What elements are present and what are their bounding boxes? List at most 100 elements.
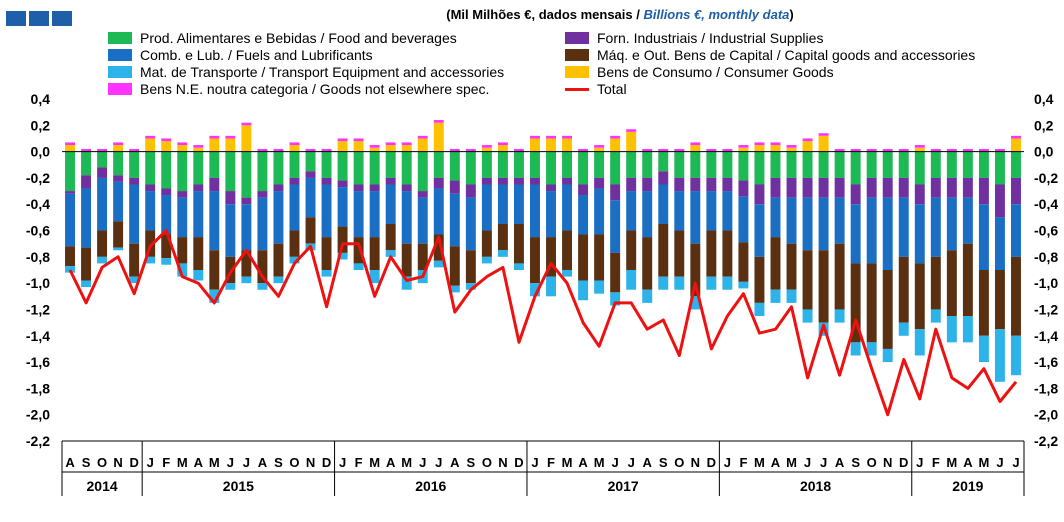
- bar-ne: [145, 135, 156, 139]
- x-tick-label: D: [129, 455, 138, 470]
- bar-capital: [642, 237, 653, 290]
- bar-fuels: [978, 204, 989, 270]
- bar-fuels: [225, 204, 236, 257]
- bar-fuels: [626, 191, 637, 231]
- bar-food: [497, 151, 508, 178]
- bar-food: [257, 151, 268, 192]
- bar-consumer: [610, 138, 621, 152]
- bar-capital: [850, 263, 861, 343]
- bar-supplies: [65, 191, 75, 194]
- bar-capital: [770, 237, 781, 290]
- x-tick-label: J: [435, 455, 442, 470]
- bar-capital: [978, 270, 989, 336]
- bar-supplies: [994, 184, 1005, 218]
- bar-food: [385, 151, 396, 178]
- legend-swatch-fuels: [108, 49, 132, 61]
- bar-capital: [289, 230, 300, 257]
- bar-transport: [257, 283, 268, 290]
- bar-supplies: [530, 177, 540, 185]
- logo-block: [29, 11, 49, 26]
- bar-ne: [530, 135, 540, 139]
- bar-supplies: [513, 177, 524, 185]
- bar-food: [209, 151, 220, 178]
- bar-food: [594, 151, 605, 178]
- bar-capital: [129, 243, 140, 277]
- bar-supplies: [834, 177, 845, 198]
- x-tick-label: D: [707, 455, 716, 470]
- bar-capital: [321, 237, 332, 270]
- bar-capital: [946, 250, 957, 317]
- x-tick-label: S: [274, 455, 283, 470]
- bar-food: [626, 151, 637, 178]
- bar-transport: [690, 296, 701, 310]
- bar-consumer: [241, 125, 252, 152]
- x-tick-label: S: [82, 455, 91, 470]
- bar-transport: [241, 276, 252, 284]
- bar-fuels: [465, 197, 476, 251]
- bar-capital: [930, 256, 941, 310]
- x-tick-label: J: [531, 455, 538, 470]
- bar-supplies: [882, 177, 893, 198]
- legend-label: Bens de Consumo / Consumer Goods: [597, 64, 834, 80]
- bar-fuels: [914, 204, 925, 264]
- bar-food: [81, 151, 92, 176]
- year-label: 2017: [608, 478, 639, 494]
- bar-capital: [209, 250, 220, 290]
- bar-supplies: [626, 177, 637, 192]
- bar-supplies: [145, 184, 156, 192]
- x-tick-label: M: [401, 455, 412, 470]
- x-tick-label: D: [899, 455, 908, 470]
- bar-supplies: [401, 184, 412, 192]
- bar-supplies: [241, 197, 252, 205]
- x-tick-label: J: [820, 455, 827, 470]
- bar-capital: [1011, 256, 1021, 336]
- bar-food: [401, 151, 412, 185]
- bar-supplies: [97, 167, 108, 178]
- bar-transport: [706, 276, 717, 290]
- bar-capital: [65, 246, 75, 267]
- bar-supplies: [690, 177, 701, 192]
- bar-food: [578, 151, 589, 185]
- bar-transport: [770, 289, 781, 303]
- bar-transport: [722, 276, 733, 290]
- bar-transport: [481, 256, 492, 264]
- bar-transport: [449, 285, 460, 293]
- bar-fuels: [145, 191, 156, 231]
- bar-fuels: [802, 197, 813, 251]
- x-tick-label: A: [194, 455, 204, 470]
- bar-food: [530, 151, 540, 178]
- bar-ne: [225, 135, 236, 139]
- bar-ne: [754, 142, 765, 146]
- x-tick-label: J: [804, 455, 811, 470]
- y-tick-label-left: -1,4: [26, 328, 50, 344]
- bar-food: [161, 151, 172, 189]
- bar-capital: [465, 250, 476, 284]
- bar-transport: [802, 309, 813, 323]
- x-tick-label: J: [724, 455, 731, 470]
- bar-supplies: [962, 177, 973, 198]
- bar-fuels: [994, 217, 1005, 270]
- legend-swatch-total: [565, 87, 589, 91]
- bar-supplies: [722, 177, 733, 192]
- bar-transport: [209, 289, 220, 303]
- bar-supplies: [658, 171, 669, 185]
- bar-capital: [257, 250, 268, 284]
- bar-transport: [626, 270, 637, 290]
- bar-ne: [241, 122, 252, 126]
- bar-consumer: [417, 138, 428, 152]
- bar-capital: [385, 223, 396, 251]
- bar-consumer: [754, 145, 765, 152]
- bar-fuels: [209, 191, 220, 251]
- bar-capital: [369, 237, 380, 270]
- bar-supplies: [369, 184, 380, 192]
- bar-consumer: [225, 138, 236, 152]
- bar-ne: [578, 148, 589, 152]
- bar-food: [866, 151, 877, 178]
- bar-ne: [1011, 135, 1021, 139]
- bar-food: [353, 151, 364, 185]
- bar-capital: [145, 230, 156, 257]
- bar-ne: [690, 142, 701, 146]
- bar-supplies: [642, 177, 653, 192]
- x-tick-label: O: [97, 455, 107, 470]
- year-label: 2016: [415, 478, 446, 494]
